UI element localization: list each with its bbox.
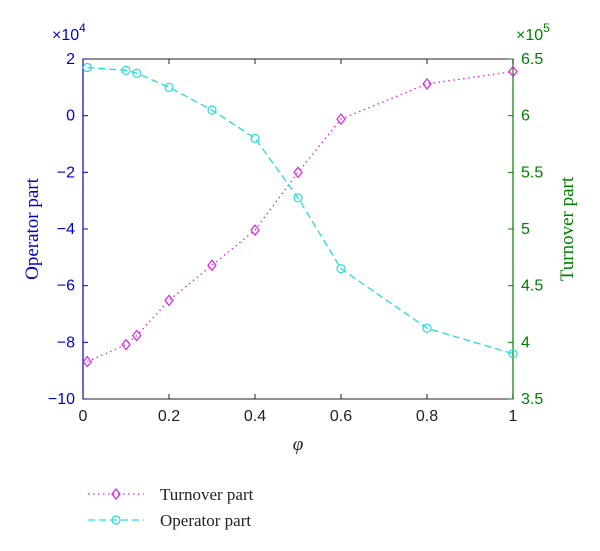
x-tick-label: 1	[509, 408, 518, 425]
operator-part-point	[207, 105, 217, 115]
legend-turnover-label: Turnover part	[160, 485, 254, 504]
operator-part-point	[250, 133, 260, 143]
x-tick-label: 0.6	[330, 408, 352, 425]
legend-operator-label: Operator part	[160, 511, 251, 530]
right-tick-label: 4	[521, 334, 530, 351]
operator-part-point	[293, 193, 303, 203]
x-tick-label: 0.4	[244, 408, 266, 425]
left-axis-multiplier-exponent: 4	[79, 21, 86, 35]
turnover-part-point	[82, 355, 93, 368]
right-tick-label: 5	[521, 221, 530, 238]
right-tick-label: 3.5	[521, 391, 543, 408]
plot-area	[82, 58, 514, 400]
operator-part-point	[164, 82, 174, 92]
x-axis-label: φ	[293, 434, 304, 455]
turnover-part-point	[207, 259, 217, 272]
series-layer	[82, 62, 518, 368]
left-axis-ticks: 2 0 −2 −4 −6 −8 −10	[48, 51, 88, 408]
operator-part-series-line	[87, 66, 514, 355]
right-axis-multiplier-base: ×10	[516, 27, 543, 44]
left-tick-label: −2	[57, 164, 75, 181]
legend-diamond-marker	[111, 488, 121, 500]
x-tick-label: 0.8	[416, 408, 438, 425]
operator-part-point	[336, 264, 346, 274]
right-tick-label: 5.5	[521, 164, 543, 181]
right-tick-label: 4.5	[521, 278, 543, 295]
turnover-part-point	[121, 338, 131, 351]
left-tick-label: −6	[57, 278, 75, 295]
turnover-part-point	[508, 65, 518, 78]
left-axis-multiplier: ×104	[52, 21, 86, 44]
left-axis-multiplier-base: ×10	[52, 27, 79, 44]
legend-circle-marker	[111, 515, 121, 525]
x-tick-label: 0.2	[158, 408, 180, 425]
left-tick-label: −4	[57, 221, 75, 238]
right-axis-multiplier-exponent: 5	[543, 21, 550, 35]
left-tick-label: −10	[48, 391, 75, 408]
turnover-part-point	[293, 166, 303, 179]
operator-part-point	[132, 68, 142, 78]
left-tick-label: 0	[66, 108, 75, 125]
operator-part-point	[508, 349, 518, 359]
operator-part-point	[422, 323, 432, 333]
turnover-part-point	[336, 113, 346, 126]
left-tick-label: −8	[57, 334, 75, 351]
left-axis-label: Operator part	[22, 177, 43, 280]
x-tick-label: 0	[79, 408, 88, 425]
turnover-part-point	[131, 329, 142, 342]
legend: Turnover part Operator part	[88, 485, 254, 530]
right-axis-multiplier: ×105	[516, 21, 550, 44]
operator-part-point	[82, 62, 92, 73]
left-tick-label: 2	[66, 51, 75, 68]
operator-part-point	[121, 65, 131, 75]
turnover-part-point	[250, 224, 260, 237]
turnover-part-point	[422, 77, 432, 90]
x-axis-ticks: 0 0.2 0.4 0.6 0.8 1	[79, 59, 518, 425]
right-axis-ticks: 6.5 6 5.5 5 4.5 4 3.5	[508, 51, 543, 408]
right-tick-label: 6.5	[521, 51, 543, 68]
right-axis-label: Turnover part	[557, 176, 578, 281]
turnover-part-point	[164, 294, 174, 307]
right-tick-label: 6	[521, 108, 530, 125]
